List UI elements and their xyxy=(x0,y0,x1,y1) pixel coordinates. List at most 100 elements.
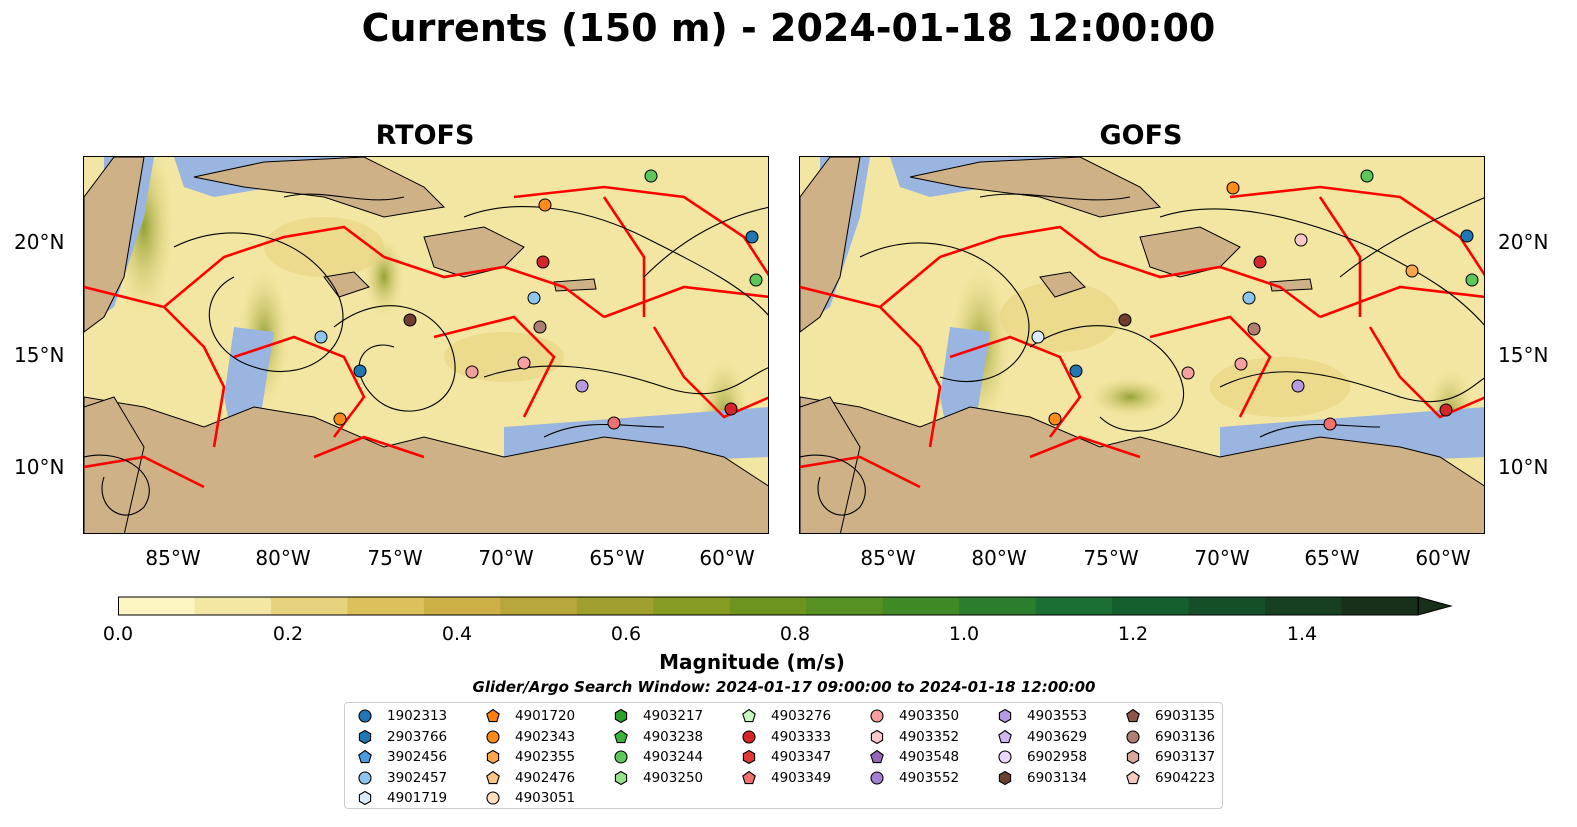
colorbar-tick: 1.0 xyxy=(948,623,980,645)
legend-item-label: 4903352 xyxy=(899,728,960,745)
colorbar-segment xyxy=(882,597,960,615)
panel-title-rtofs: RTOFS xyxy=(375,120,475,151)
legend-item-label: 4903349 xyxy=(771,769,832,786)
colorbar-segment xyxy=(500,597,578,615)
legend-item-label: 4903217 xyxy=(643,708,704,724)
legend-item-label: 4902355 xyxy=(515,749,576,766)
colorbar-segment xyxy=(729,597,807,615)
lon-label-60w-left: 60°W xyxy=(699,546,755,570)
pentagon-marker-icon xyxy=(1126,708,1140,723)
colorbar-segment xyxy=(576,597,654,615)
pentagon-marker-icon xyxy=(870,750,884,764)
legend-item-label: 6904223 xyxy=(1155,769,1216,786)
lon-label-85w-left: 85°W xyxy=(145,546,201,570)
land-central-america xyxy=(84,396,145,533)
legend-item-label: 2903766 xyxy=(387,728,448,745)
colorbar-segment xyxy=(1188,597,1266,615)
lat-label-15n-right: 15°N xyxy=(1498,343,1549,367)
lat-label-20n-right: 20°N xyxy=(1498,230,1549,254)
colorbar-tick: 1.4 xyxy=(1286,623,1318,645)
lon-label-75w-left: 75°W xyxy=(367,546,423,570)
lat-label-10n-left: 10°N xyxy=(14,455,65,479)
hexagon-marker-icon xyxy=(998,770,1012,785)
hexagon-marker-icon xyxy=(742,750,756,765)
legend-item-label: 6903134 xyxy=(1027,769,1088,786)
colorbar-segment xyxy=(1035,597,1113,615)
colorbar-segment xyxy=(194,597,272,615)
pentagon-marker-icon xyxy=(1126,770,1140,784)
lon-label-65w-right: 65°W xyxy=(1304,546,1360,570)
figure-title: Currents (150 m) - 2024-01-18 12:00:00 xyxy=(361,6,1216,50)
land-jamaica xyxy=(1039,271,1086,298)
float-legend: 1902313 2903766 3902456 3902457 4901719 49017… xyxy=(344,702,1223,809)
hexagon-marker-icon xyxy=(358,791,372,806)
lon-label-80w-right: 80°W xyxy=(971,546,1027,570)
colorbar-extend-arrow xyxy=(1417,596,1453,616)
colorbar-tick: 0.0 xyxy=(102,623,134,645)
colorbar-segment xyxy=(347,597,425,615)
colorbar-segment xyxy=(270,597,348,615)
legend-item-label: 6902958 xyxy=(1027,749,1088,766)
colorbar-segment xyxy=(423,597,501,615)
legend-item-label: 4903350 xyxy=(899,708,960,724)
hexagon-marker-icon xyxy=(998,708,1012,724)
pentagon-marker-icon xyxy=(742,770,756,784)
legend-item-label: 4903238 xyxy=(643,728,704,745)
lat-label-15n-left: 15°N xyxy=(14,343,65,367)
colorbar-tick: 0.8 xyxy=(779,623,811,645)
pentagon-marker-icon xyxy=(358,750,372,764)
legend-item-label: 6903136 xyxy=(1155,728,1216,745)
streamlines xyxy=(84,193,768,516)
map-panel-gofs xyxy=(799,156,1485,534)
circle-marker-icon xyxy=(486,791,500,805)
land-cuba xyxy=(909,157,1162,218)
circle-marker-icon xyxy=(742,730,756,744)
lat-label-20n-left: 20°N xyxy=(14,230,65,254)
lon-label-65w-left: 65°W xyxy=(589,546,645,570)
pentagon-marker-icon xyxy=(486,708,500,723)
land-yucatan xyxy=(800,157,861,333)
hexagon-marker-icon xyxy=(358,729,372,744)
colorbar-segment xyxy=(959,597,1037,615)
colorbar-segment xyxy=(653,597,731,615)
legend-item-label: 4901719 xyxy=(387,790,448,807)
search-window-text: Glider/Argo Search Window: 2024-01-17 09… xyxy=(472,678,1096,696)
panel-title-gofs: GOFS xyxy=(1099,120,1183,151)
hexagon-marker-icon xyxy=(870,729,884,744)
circle-marker-icon xyxy=(1126,730,1140,744)
legend-item-label: 3902456 xyxy=(387,749,448,766)
circle-marker-icon xyxy=(870,771,884,785)
legend-item-label: 3902457 xyxy=(387,769,448,786)
current-jet xyxy=(1090,377,1170,417)
circle-marker-icon xyxy=(870,709,884,723)
streamlines xyxy=(800,193,1484,516)
hexagon-marker-icon xyxy=(486,750,500,765)
pentagon-marker-icon xyxy=(614,729,628,743)
pentagon-marker-icon xyxy=(486,770,500,784)
legend-item-label: 4903548 xyxy=(899,749,960,766)
colorbar-outline xyxy=(118,596,1419,616)
eez-boundaries xyxy=(84,185,768,489)
lon-label-80w-left: 80°W xyxy=(255,546,311,570)
legend-item-label: 4902343 xyxy=(515,728,576,745)
legend-item-label: 6903135 xyxy=(1155,708,1216,724)
legend-item-label: 1902313 xyxy=(387,708,448,724)
legend-item-label: 4903244 xyxy=(643,749,704,766)
current-field xyxy=(1000,282,1120,352)
circle-marker-icon xyxy=(358,771,372,785)
current-field xyxy=(1210,357,1350,417)
lon-label-70w-right: 70°W xyxy=(1194,546,1250,570)
land-yucatan xyxy=(84,157,145,333)
lon-label-70w-left: 70°W xyxy=(478,546,534,570)
legend-item-label: 4903250 xyxy=(643,769,704,786)
legend-item-label: 4903347 xyxy=(771,749,832,766)
colorbar-segment xyxy=(1341,597,1419,615)
land-central-america xyxy=(800,396,861,533)
legend-item-label: 4903051 xyxy=(515,790,576,807)
legend-item-label: 4903629 xyxy=(1027,728,1088,745)
pentagon-marker-icon xyxy=(998,729,1012,743)
map-canvas-rtofs xyxy=(84,157,768,533)
colorbar-tick: 1.2 xyxy=(1117,623,1149,645)
current-field xyxy=(264,217,384,277)
legend-item-label: 4903276 xyxy=(771,708,832,724)
